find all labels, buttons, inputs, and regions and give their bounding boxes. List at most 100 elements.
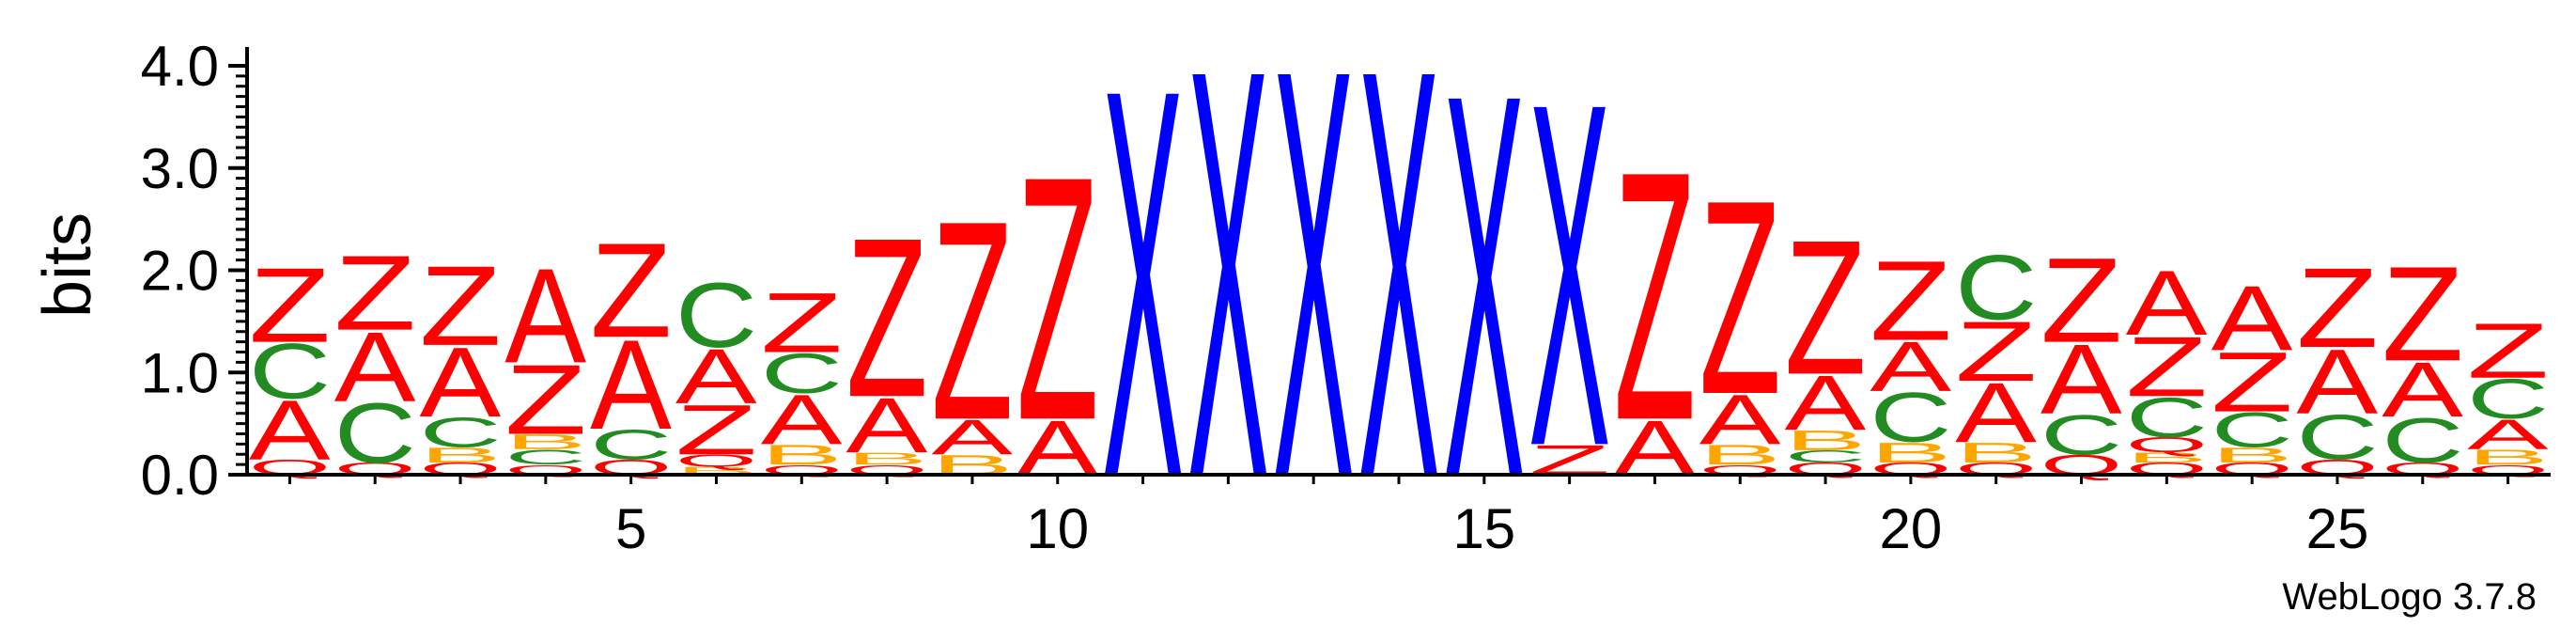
x-tick-label: 10 (1026, 497, 1089, 560)
glyph-z: Z (504, 344, 586, 456)
glyph-c: C (2467, 368, 2549, 431)
logo-column-14: X (1358, 0, 1439, 598)
glyph-b: B (504, 430, 586, 453)
y-tick-label: 4.0 (141, 35, 219, 98)
glyph-a: A (590, 314, 672, 456)
glyph-x: X (1273, 0, 1355, 598)
glyph-b: B (1955, 437, 2037, 469)
x-tick-label: 20 (1880, 497, 1943, 560)
glyph-a: A (675, 333, 757, 420)
glyph-c: C (1955, 236, 2037, 339)
glyph-z: Z (846, 191, 928, 445)
glyph-z: Z (2126, 320, 2208, 415)
x-tick-label: 25 (2306, 497, 2369, 560)
glyph-c: C (504, 446, 586, 469)
glyph-x: X (1102, 0, 1184, 593)
glyph-z: Z (1016, 104, 1098, 493)
glyph-a: A (2211, 268, 2293, 370)
glyph-b: B (1784, 425, 1866, 457)
logo-column-11: X (1102, 0, 1184, 593)
glyph-z: Z (1870, 238, 1951, 365)
weblogo-credit: WebLogo 3.7.8 (2282, 576, 2537, 618)
glyph-a: A (504, 242, 586, 392)
x-tick-label: 15 (1452, 497, 1515, 560)
x-ticks: 5 10 15 20 25 (287, 475, 2510, 560)
logo-column-9: BAZ (931, 163, 1014, 481)
logo-column-12: X (1187, 0, 1269, 598)
glyph-c: C (334, 385, 416, 481)
glyph-x: X (1529, 2, 1610, 549)
glyph-q: Q (2126, 433, 2208, 457)
glyph-z: Z (2467, 306, 2549, 394)
glyph-a: A (2126, 252, 2208, 354)
glyph-a: A (1870, 327, 1951, 406)
glyph-b: B (1870, 437, 1951, 469)
logo-column-16: ZX (1529, 2, 1610, 549)
glyph-a: A (2382, 346, 2463, 433)
glyph-a: A (2041, 324, 2122, 435)
glyph-a: A (1784, 360, 1866, 447)
glyph-c: C (2382, 404, 2463, 476)
glyph-c: C (2296, 401, 2378, 473)
glyph-z: Z (1784, 201, 1866, 415)
logo-column-15: X (1443, 0, 1525, 591)
glyph-a: A (334, 312, 416, 423)
glyph-b: B (2467, 446, 2549, 469)
glyph-z: Z (249, 246, 331, 366)
glyph-c: C (675, 264, 757, 368)
glyph-x: X (1443, 0, 1525, 591)
glyph-a: A (846, 382, 928, 469)
glyph-c: C (249, 327, 331, 415)
glyph-z: Z (2296, 244, 2378, 371)
axes: 0.0 1.0 2.0 3.0 4.0 5 10 15 20 25 (141, 35, 2551, 560)
y-tick-label: 0.0 (141, 444, 219, 507)
glyph-z: Z (1614, 99, 1696, 494)
x-tick-label: 5 (615, 497, 646, 560)
glyph-q: Q (675, 451, 757, 470)
glyph-a: A (761, 380, 843, 459)
glyph-a: A (419, 327, 501, 438)
y-tick-label: 1.0 (141, 341, 219, 404)
logo-column-13: X (1273, 0, 1355, 598)
glyph-a: A (2467, 411, 2549, 459)
glyph-a: A (931, 410, 1014, 465)
glyph-b: B (419, 443, 501, 466)
glyph-a: A (1955, 366, 2037, 461)
glyph-z: Z (590, 215, 672, 366)
glyph-c: C (761, 342, 843, 405)
logo-column-17: AZ (1614, 99, 1696, 494)
glyph-c: C (2211, 402, 2293, 458)
glyph-z: Z (334, 234, 416, 353)
glyph-b: B (846, 449, 928, 468)
glyph-c: C (1870, 379, 1951, 458)
glyph-c: C (1784, 447, 1866, 466)
glyph-b: B (2126, 449, 2208, 465)
glyph-b: B (1699, 439, 1781, 471)
y-tick-label: 2.0 (141, 240, 219, 303)
glyph-a: A (1699, 380, 1781, 459)
glyph-a: A (2296, 331, 2378, 433)
glyph-z: Z (1699, 144, 1781, 452)
glyph-x: X (1358, 0, 1439, 598)
glyph-z: Z (2382, 239, 2463, 389)
glyph-z: Z (761, 275, 843, 370)
